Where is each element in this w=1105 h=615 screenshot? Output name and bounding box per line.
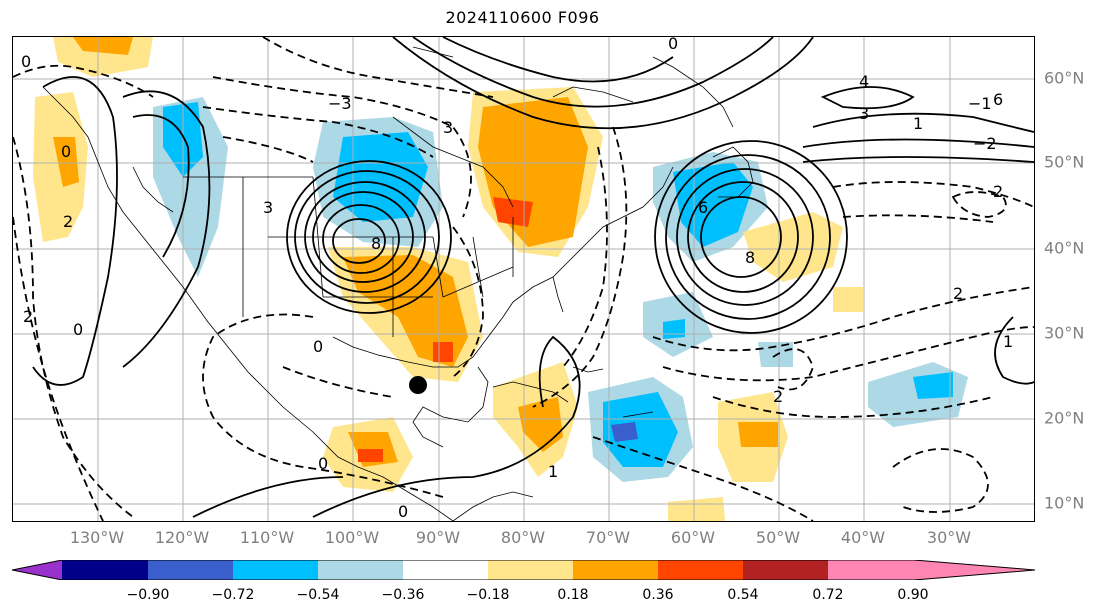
contour-label: −1 <box>968 94 992 113</box>
location-marker-dot <box>409 376 427 394</box>
contour-label: 0 <box>73 320 83 339</box>
lon-label: 100°W <box>324 528 380 547</box>
colorbar <box>12 560 1036 580</box>
colorbar-tick: −0.72 <box>211 587 255 603</box>
colorbar-extend-low <box>12 560 62 580</box>
map-panel: 0 0 0 0 0 0 0 1 1 1 2 2 2 2 2 3 3 3 4 6 … <box>12 36 1035 522</box>
contour-label: 3 <box>263 198 273 217</box>
warm-region <box>343 255 468 367</box>
lat-label: 20°N <box>1044 408 1085 428</box>
warm-region <box>743 212 843 282</box>
lon-label: 40°W <box>840 528 886 547</box>
graticule <box>13 37 1034 521</box>
cool-region <box>913 372 953 399</box>
contour-label: 0 <box>318 454 328 473</box>
colorbar-bin <box>658 560 743 580</box>
colorbar-tick: 0.54 <box>727 587 759 603</box>
contour-label: 1 <box>548 462 558 481</box>
colorbar-bin <box>62 560 148 580</box>
contour-label: −3 <box>328 94 352 113</box>
warm-region <box>478 97 588 247</box>
lon-label: 120°W <box>154 528 210 547</box>
coastlines <box>42 46 754 521</box>
colorbar-bin <box>488 560 573 580</box>
cool-region <box>603 392 678 467</box>
contour-label: 2 <box>63 212 73 231</box>
contour-label: 2 <box>993 182 1003 201</box>
solid-contours <box>32 37 1034 518</box>
lat-label: 50°N <box>1044 152 1085 172</box>
lon-label: 50°W <box>755 528 801 547</box>
lon-label: 90°W <box>415 528 461 547</box>
cool-region <box>333 132 428 222</box>
contour-label: 0 <box>21 52 31 71</box>
anomaly-fill <box>33 37 968 521</box>
colorbar-tick: 0.18 <box>557 587 589 603</box>
contour-label: 4 <box>859 72 869 91</box>
hot-region <box>433 342 453 362</box>
contour-label: 8 <box>745 248 755 267</box>
lon-label: 60°W <box>670 528 716 547</box>
lon-label: 130°W <box>69 528 125 547</box>
warm-region <box>833 287 863 312</box>
hot-region <box>493 197 533 227</box>
contour-label: 0 <box>61 142 71 161</box>
contour-labels: 0 0 0 0 0 0 0 1 1 1 2 2 2 2 2 3 3 3 4 6 … <box>21 37 1013 521</box>
colorbar-bin <box>403 560 488 580</box>
contour-label: 8 <box>371 234 381 253</box>
map-canvas: 0 0 0 0 0 0 0 1 1 1 2 2 2 2 2 3 3 3 4 6 … <box>13 37 1034 521</box>
lon-label: 70°W <box>585 528 631 547</box>
colorbar-bin <box>148 560 233 580</box>
warm-region <box>53 137 79 187</box>
colorbar-bin <box>828 560 914 580</box>
contour-label: 3 <box>443 118 453 137</box>
colorbar-bin <box>233 560 318 580</box>
contour-label: 0 <box>398 502 408 521</box>
contour-label: 0 <box>668 37 678 53</box>
lon-label: 30°W <box>926 528 972 547</box>
warm-region <box>738 422 778 447</box>
contour-label: 0 <box>313 337 323 356</box>
warm-region <box>518 397 563 452</box>
warm-region <box>668 497 725 521</box>
warm-region <box>73 37 133 55</box>
colorbar-bin <box>573 560 658 580</box>
lat-label: 10°N <box>1044 493 1085 513</box>
contour-label: 1 <box>913 114 923 133</box>
colorbar-tick: −0.18 <box>466 587 510 603</box>
cool-region <box>663 319 685 339</box>
lon-label: 80°W <box>500 528 546 547</box>
colorbar-tick: 0.72 <box>812 587 844 603</box>
dashed-contours <box>13 37 1034 521</box>
lon-label: 110°W <box>239 528 295 547</box>
colorbar-extend-high <box>914 560 1035 580</box>
contour-label: 3 <box>859 104 869 123</box>
lat-label: 60°N <box>1044 68 1085 88</box>
cold-region <box>611 422 638 442</box>
contour-label: 2 <box>953 284 963 303</box>
map-title: 2024110600 F096 <box>445 8 600 27</box>
contour-label: 2 <box>23 307 33 326</box>
contour-label: −2 <box>973 134 997 153</box>
colorbar-tick: 0.36 <box>642 587 674 603</box>
contour-label: 6 <box>698 198 708 217</box>
contour-label: 6 <box>993 90 1003 109</box>
colorbar-tick: −0.36 <box>381 587 425 603</box>
lat-label: 40°N <box>1044 238 1085 258</box>
hot-region <box>358 449 383 462</box>
lat-label: 30°N <box>1044 323 1085 343</box>
colorbar-tick: −0.54 <box>296 587 340 603</box>
colorbar-bin <box>743 560 828 580</box>
contour-label: 1 <box>1003 332 1013 351</box>
contour-label: 2 <box>773 387 783 406</box>
colorbar-tick: 0.90 <box>897 587 929 603</box>
colorbar-bin <box>318 560 403 580</box>
colorbar-tick: −0.90 <box>126 587 170 603</box>
